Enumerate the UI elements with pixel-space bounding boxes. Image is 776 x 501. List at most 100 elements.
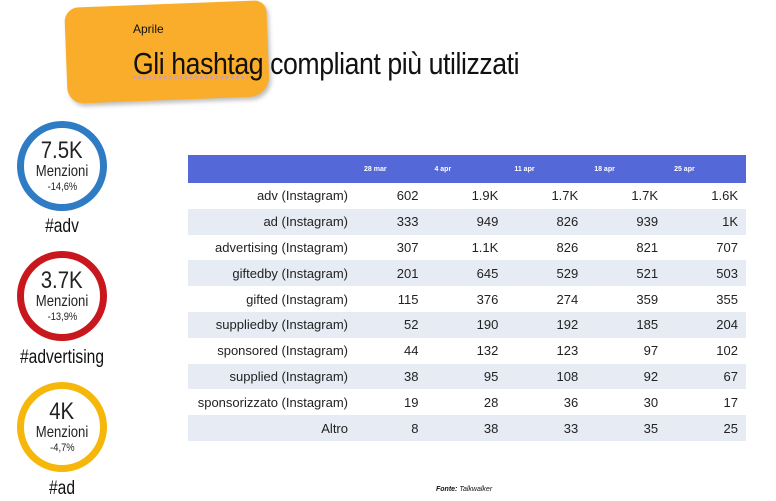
mention-count-cell: 1.7K <box>631 188 659 204</box>
mention-count-cell: 826 <box>556 239 579 255</box>
hashtag-name-cell: Altro <box>188 415 356 441</box>
mention-count-cell: 307 <box>396 239 419 255</box>
mention-count-cell: 359 <box>636 291 659 307</box>
mention-count-cell: 108 <box>506 363 587 390</box>
kpi-ring-adv: 7.5K Menzioni -14,6% <box>17 121 107 211</box>
mention-count-cell: 92 <box>586 363 667 390</box>
hashtag-name-cell: sponsorizzato (Instagram) <box>197 394 348 410</box>
hashtag-name-cell: sponsored (Instagram) <box>217 343 348 359</box>
table-header-cell: 18 apr <box>586 155 667 183</box>
mention-count-cell: 821 <box>636 239 659 255</box>
table-header-cell: 25 apr <box>666 155 746 183</box>
mention-count-cell: 826 <box>506 208 587 235</box>
title-rest: compliant più utilizzati <box>263 46 520 81</box>
mention-count-cell: 19 <box>403 394 419 410</box>
mention-count-cell: 1.7K <box>551 188 579 204</box>
mention-count-cell: 97 <box>643 343 659 359</box>
hashtag-name-cell: ad (Instagram) <box>188 208 356 235</box>
table-header-row: 28 mar 4 apr 11 apr 18 apr 25 apr <box>188 155 746 183</box>
mention-count-cell: 192 <box>506 311 587 338</box>
mention-count-cell: 1.9K <box>471 188 499 204</box>
mention-count-cell: 333 <box>356 208 427 235</box>
mention-count-cell: 1.6K <box>711 188 738 204</box>
mention-count-cell: 355 <box>716 291 738 307</box>
period-label: Aprile <box>133 22 164 36</box>
mention-count-cell: 1.1K <box>471 239 499 255</box>
table-row: adv (Instagram) 602 1.9K 1.7K 1.7K 1.6K <box>188 183 746 209</box>
mention-count-cell: 503 <box>666 260 746 287</box>
mention-count-cell: 8 <box>356 415 427 441</box>
hashtag-name-cell: supplied (Instagram) <box>188 363 356 390</box>
table-header-cell <box>188 155 356 183</box>
mention-count-cell: 521 <box>586 260 667 287</box>
mention-count-cell: 201 <box>356 260 427 287</box>
mention-count-cell: 204 <box>666 311 746 338</box>
kpi-value: 3.7K <box>41 266 83 294</box>
kpi-hashtag-advertising: #advertising <box>19 347 104 368</box>
kpi-hashtag-ad: #ad <box>48 478 75 499</box>
kpi-value: 4K <box>49 397 75 425</box>
source-label: Fonte: <box>436 486 458 493</box>
mention-count-cell: 35 <box>586 415 667 441</box>
mention-count-cell: 67 <box>666 363 746 390</box>
source-value: Talkwalker <box>457 486 493 493</box>
table-header-cell: 4 apr <box>426 155 507 183</box>
mention-count-cell: 102 <box>716 343 738 359</box>
mention-count-cell: 52 <box>356 311 427 338</box>
mention-count-cell: 44 <box>403 343 419 359</box>
mention-count-cell: 645 <box>426 260 507 287</box>
table-row: advertising (Instagram) 307 1.1K 826 821 707 <box>188 235 746 261</box>
table-row: sponsorizzato (Instagram) 19 28 36 30 17 <box>188 389 746 415</box>
kpi-label: Menzioni <box>35 423 89 441</box>
mention-count-cell: 30 <box>643 394 659 410</box>
mention-count-cell: 132 <box>476 343 499 359</box>
mention-count-cell: 38 <box>356 363 427 390</box>
table-row: suppliedby (Instagram) 52 190 192 185 204 <box>188 311 746 338</box>
mention-count-cell: 274 <box>556 291 579 307</box>
hashtag-name-cell: giftedby (Instagram) <box>188 260 356 287</box>
hashtag-table: 28 mar 4 apr 11 apr 18 apr 25 apr adv (I… <box>188 155 746 441</box>
table-header-cell: 28 mar <box>356 155 427 183</box>
mention-count-cell: 25 <box>666 415 746 441</box>
source-note: Fonte: Talkwalker <box>436 486 492 493</box>
table-row: giftedby (Instagram) 201 645 529 521 503 <box>188 260 746 287</box>
table-row: supplied (Instagram) 38 95 108 92 67 <box>188 363 746 390</box>
kpi-label: Menzioni <box>35 162 89 180</box>
table-row: ad (Instagram) 333 949 826 939 1K <box>188 208 746 235</box>
mention-count-cell: 123 <box>556 343 579 359</box>
kpi-change: -14,6% <box>47 180 77 193</box>
kpi-ring-ad: 4K Menzioni -4,7% <box>17 382 107 472</box>
kpi-value: 7.5K <box>41 136 83 164</box>
table-row: Altro 8 38 33 35 25 <box>188 415 746 441</box>
mention-count-cell: 529 <box>506 260 587 287</box>
mention-count-cell: 1K <box>666 208 746 235</box>
mention-count-cell: 602 <box>396 188 419 204</box>
mention-count-cell: 95 <box>426 363 507 390</box>
kpi-label: Menzioni <box>35 292 89 310</box>
hashtag-name-cell: advertising (Instagram) <box>215 239 348 255</box>
mention-count-cell: 939 <box>586 208 667 235</box>
kpi-ring-advertising: 3.7K Menzioni -13,9% <box>17 251 107 341</box>
mention-count-cell: 376 <box>476 291 499 307</box>
mention-count-cell: 185 <box>586 311 667 338</box>
kpi-hashtag-adv: #adv <box>45 216 79 237</box>
table-header-cell: 11 apr <box>506 155 587 183</box>
mention-count-cell: 28 <box>483 394 499 410</box>
title-hashtag-word: Gli hashtag <box>133 46 264 81</box>
mention-count-cell: 36 <box>563 394 579 410</box>
hashtag-name-cell: adv (Instagram) <box>256 188 348 204</box>
mention-count-cell: 949 <box>426 208 507 235</box>
mention-count-cell: 17 <box>723 394 738 410</box>
table-row: sponsored (Instagram) 44 132 123 97 102 <box>188 338 746 364</box>
mention-count-cell: 115 <box>397 291 419 307</box>
page-title: Gli hashtag compliant più utilizzati <box>133 46 520 82</box>
mention-count-cell: 38 <box>426 415 507 441</box>
kpi-change: -13,9% <box>47 310 77 323</box>
table-row: gifted (Instagram) 115 376 274 359 355 <box>188 286 746 312</box>
kpi-change: -4,7% <box>49 441 75 454</box>
mention-count-cell: 33 <box>506 415 587 441</box>
hashtag-name-cell: gifted (Instagram) <box>246 291 348 307</box>
mention-count-cell: 707 <box>716 239 738 255</box>
hashtag-name-cell: suppliedby (Instagram) <box>188 311 356 338</box>
mention-count-cell: 190 <box>426 311 507 338</box>
